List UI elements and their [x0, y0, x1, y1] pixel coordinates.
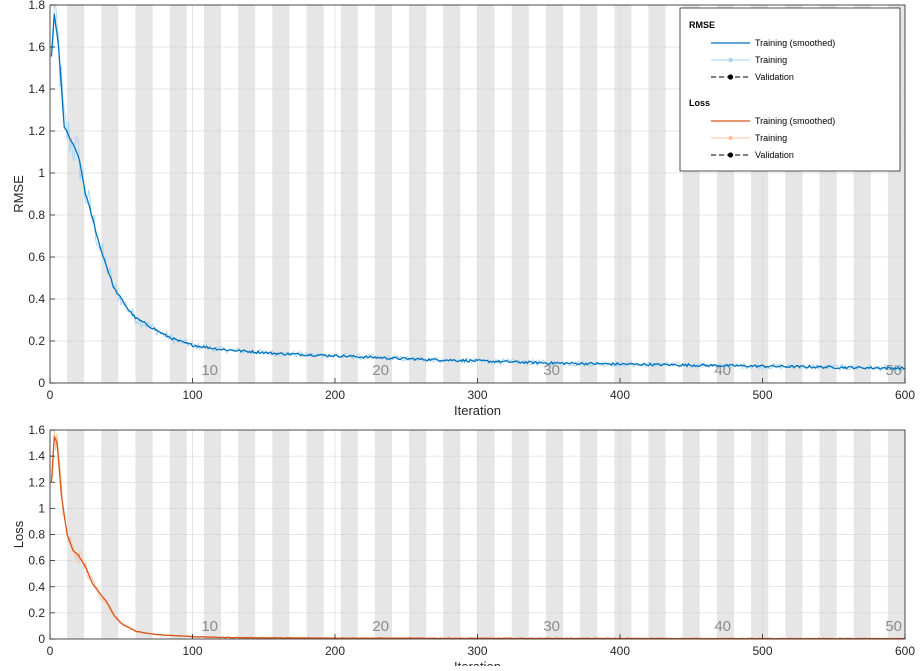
y-tick-label: 1.4 — [28, 449, 45, 463]
y-tick-label: 1.4 — [28, 82, 45, 96]
x-tick-label: 500 — [752, 388, 772, 402]
x-tick-label: 0 — [47, 388, 54, 402]
legend-loss-training-marker — [728, 135, 733, 141]
y-tick-label: 0.8 — [28, 528, 45, 542]
y-tick-label: 0.4 — [28, 580, 45, 594]
legend: RMSE Loss Training (smoothed) Training Valid… — [679, 7, 901, 172]
y-axis-label: RMSE — [11, 175, 26, 213]
y-tick-label: 1.8 — [28, 0, 45, 12]
chart-panel-loss: 10 20 30 40 500 100 200 300 400 500 60000.20.40.60… — [11, 423, 915, 671]
epoch-band — [67, 5, 85, 383]
y-tick-label: 1.6 — [28, 40, 45, 54]
legend-rmse-training-marker — [728, 57, 733, 63]
epoch-band — [238, 5, 256, 383]
x-tick-label: 100 — [182, 388, 202, 402]
x-tick-label: 100 — [182, 644, 202, 658]
y-tick-label: 0.2 — [28, 334, 45, 348]
x-tick-label: 300 — [467, 644, 487, 658]
legend-rmse-title: RMSE — [689, 20, 715, 30]
epoch-label: 20 — [372, 618, 389, 635]
epoch-band — [614, 5, 632, 383]
epoch-band — [340, 5, 358, 383]
x-tick-label: 500 — [752, 644, 772, 658]
x-tick-label: 200 — [325, 388, 345, 402]
epoch-label: 30 — [543, 362, 560, 379]
x-tick-label: 600 — [895, 388, 915, 402]
epoch-band — [545, 5, 563, 383]
legend-loss-smoothed-label: Training (smoothed) — [755, 116, 835, 126]
x-axis-label: Iteration — [454, 659, 501, 666]
epoch-band — [580, 5, 598, 383]
y-axis-label: Loss — [11, 520, 26, 548]
epoch-band — [443, 5, 461, 383]
legend-loss-training-label: Training — [755, 133, 787, 143]
legend-box — [679, 7, 901, 172]
x-tick-label: 600 — [895, 644, 915, 658]
epoch-label: 40 — [714, 618, 731, 635]
x-tick-label: 0 — [47, 644, 54, 658]
x-tick-label: 300 — [467, 388, 487, 402]
epoch-band — [409, 5, 427, 383]
epoch-band — [135, 5, 153, 383]
epoch-band — [374, 5, 392, 383]
epoch-label: 30 — [543, 618, 560, 635]
legend-rmse-validation-label: Validation — [755, 72, 794, 82]
y-tick-label: 1.6 — [28, 423, 45, 437]
y-tick-label: 0.6 — [28, 554, 45, 568]
y-tick-label: 1.2 — [28, 475, 45, 489]
epoch-label: 50 — [885, 618, 902, 635]
epoch-band — [203, 5, 221, 383]
x-tick-label: 400 — [610, 388, 630, 402]
y-tick-label: 0 — [38, 632, 45, 646]
epoch-band — [272, 5, 290, 383]
epoch-band — [306, 5, 324, 383]
y-tick-label: 1 — [38, 501, 45, 515]
y-tick-label: 1 — [38, 166, 45, 180]
epoch-label: 10 — [201, 362, 218, 379]
legend-rmse-smoothed-label: Training (smoothed) — [755, 38, 835, 48]
legend-loss-validation-marker — [727, 152, 734, 158]
legend-rmse-training-label: Training — [755, 55, 787, 65]
epoch-label: 10 — [201, 618, 218, 635]
x-axis-label: Iteration — [454, 403, 501, 418]
y-tick-label: 0.8 — [28, 208, 45, 222]
y-tick-label: 0.6 — [28, 250, 45, 264]
epoch-band — [101, 5, 119, 383]
epoch-band — [511, 5, 529, 383]
x-tick-label: 200 — [325, 644, 345, 658]
series-training-smoothed — [50, 13, 906, 371]
epoch-band — [648, 5, 666, 383]
legend-loss-validation-label: Validation — [755, 150, 794, 160]
legend-loss-title: Loss — [689, 98, 710, 108]
y-tick-label: 1.2 — [28, 124, 45, 138]
y-tick-label: 0.4 — [28, 292, 45, 306]
epoch-band — [169, 5, 187, 383]
legend-rmse-validation-marker — [727, 74, 734, 80]
y-tick-label: 0 — [38, 376, 45, 390]
epoch-band — [477, 5, 495, 383]
x-tick-label: 400 — [610, 644, 630, 658]
y-tick-label: 0.2 — [28, 606, 45, 620]
epoch-label: 20 — [372, 362, 389, 379]
